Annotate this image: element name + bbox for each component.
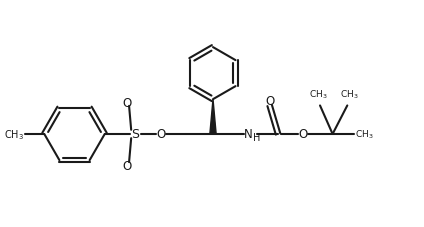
Text: CH$_3$: CH$_3$ [4, 128, 24, 141]
Text: CH$_3$: CH$_3$ [309, 88, 328, 101]
Text: O: O [123, 96, 131, 109]
Text: H: H [253, 132, 260, 142]
Text: S: S [131, 128, 139, 141]
Text: O: O [298, 128, 308, 141]
Text: CH$_3$: CH$_3$ [340, 88, 358, 101]
Text: CH$_3$: CH$_3$ [355, 128, 374, 141]
Text: O: O [123, 159, 131, 172]
Text: O: O [265, 94, 274, 107]
Polygon shape [210, 100, 216, 134]
Text: O: O [156, 128, 165, 141]
Text: N: N [244, 128, 253, 141]
